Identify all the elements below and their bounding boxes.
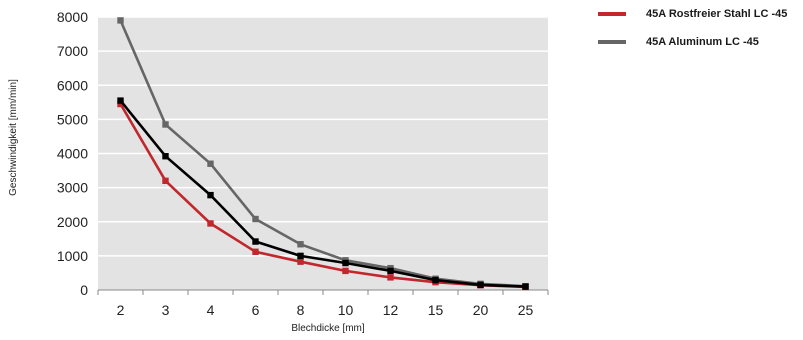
legend-swatch-stainless [598,12,626,16]
series-2-point [342,259,349,267]
series-0-point [117,100,124,108]
x-tick-label: 6 [252,302,260,318]
legend-item-aluminum: 45A Aluminum LC -45 [598,34,787,50]
series-2-point [252,238,259,245]
y-tick-label: 8000 [57,9,88,25]
y-tick-label: 6000 [57,77,88,93]
y-tick-label: 4000 [57,146,88,162]
series-0-point [252,248,259,255]
series-0-point [297,258,304,265]
series-2-point [207,191,214,199]
x-axis-title: Blechdicke [mm] [291,323,365,334]
series-2-point [477,281,484,289]
series-2-point [387,267,394,275]
series-2-point [522,283,529,290]
series-1-point [117,17,124,24]
series-2-point [162,153,169,160]
x-tick-label: 25 [518,302,534,318]
legend-label-aluminum: 45A Aluminum LC -45 [646,36,759,48]
x-tick-label: 4 [207,302,215,318]
series-2-point [297,252,304,260]
x-tick-label: 20 [473,302,489,318]
legend: 45A Rostfreier Stahl LC -45 45A Aluminum… [598,6,787,62]
legend-item-stainless: 45A Rostfreier Stahl LC -45 [598,6,787,22]
y-tick-label: 2000 [57,214,88,230]
x-tick-label: 15 [428,302,444,318]
y-tick-label: 0 [80,282,88,298]
series-0-point [342,267,349,275]
y-axis-title-text: Geschwindigkeit [mm/min] [7,78,19,196]
y-axis-title: Geschwindigkeit [mm/min] [5,52,21,222]
series-1-point [297,241,304,248]
series-2-point [117,97,124,104]
y-tick-label: 1000 [57,248,88,264]
y-tick-label: 7000 [57,43,88,59]
x-tick-label: 10 [338,302,354,318]
x-tick-label: 8 [297,302,305,318]
series-1-point [162,121,169,128]
series-0-point [387,274,394,281]
series-line-2 [119,99,526,288]
series-1-point [252,215,259,223]
series-2-point [432,276,439,284]
legend-label-stainless: 45A Rostfreier Stahl LC -45 [646,8,788,20]
legend-swatch-aluminum [598,40,626,44]
y-tick-label: 3000 [57,180,88,196]
x-tick-label: 3 [162,302,170,318]
x-tick-label: 12 [383,302,399,318]
series-0-point [207,220,214,227]
series-1-point [207,160,214,167]
series-0-point [162,177,169,184]
x-tick-label: 2 [117,302,125,318]
y-tick-label: 5000 [57,111,88,127]
